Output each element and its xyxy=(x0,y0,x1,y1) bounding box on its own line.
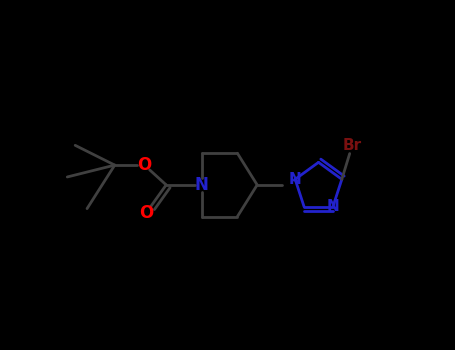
Text: N: N xyxy=(195,176,209,194)
Text: N: N xyxy=(327,199,339,214)
Text: N: N xyxy=(289,172,302,187)
Text: O: O xyxy=(137,156,152,174)
Text: Br: Br xyxy=(343,138,362,153)
Text: O: O xyxy=(139,204,153,222)
